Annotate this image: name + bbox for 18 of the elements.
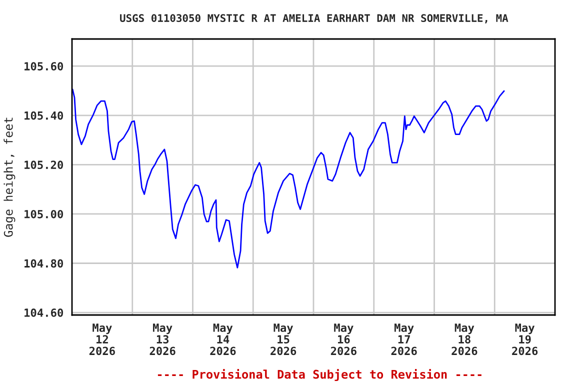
y-tick-label: 104.60 <box>24 308 63 317</box>
x-tick-label: May 19 2026 <box>512 324 538 356</box>
x-tick-label: May 13 2026 <box>150 324 176 356</box>
x-tick-label: May 12 2026 <box>89 324 115 356</box>
x-tick-label: May 17 2026 <box>391 324 417 356</box>
y-tick-label: 105.40 <box>24 111 63 120</box>
x-tick-label: May 16 2026 <box>330 324 356 356</box>
y-tick-label: 104.80 <box>24 259 63 268</box>
line-series <box>72 88 505 268</box>
x-tick-label: May 18 2026 <box>452 324 478 356</box>
y-tick-label: 105.60 <box>24 62 63 70</box>
chart-title: USGS 01103050 MYSTIC R AT AMELIA EARHART DAM NR SOMERVILLE, MA <box>120 14 508 24</box>
y-axis-title: Gage height, feet <box>4 118 16 237</box>
x-tick-label: May 15 2026 <box>270 324 296 356</box>
y-tick-label: 105.20 <box>24 160 63 170</box>
y-tick-label: 105.00 <box>24 210 63 218</box>
x-tick-label: May 14 2026 <box>210 324 236 356</box>
text: ---- Provisional Data Subject to Revision ---- <box>158 368 482 382</box>
